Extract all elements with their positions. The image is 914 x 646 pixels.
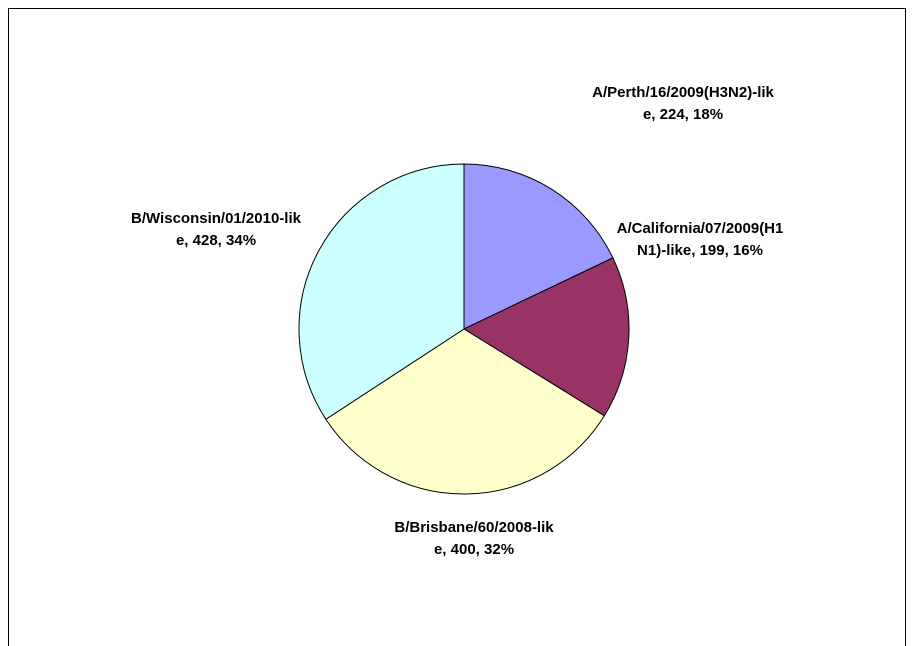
data-label: A/Perth/16/2009(H3N2)-like, 224, 18% [592,84,774,123]
data-label: B/Brisbane/60/2008-like, 400, 32% [394,519,554,558]
data-label: B/Wisconsin/01/2010-like, 428, 34% [131,210,301,249]
chart-border [8,8,906,646]
pie-slice [463,163,614,330]
pie-slice [325,328,606,495]
pie-slice [298,163,465,420]
pie-slice [462,257,630,417]
data-label: A/California/07/2009(H1N1)-like, 199, 16… [616,220,784,259]
